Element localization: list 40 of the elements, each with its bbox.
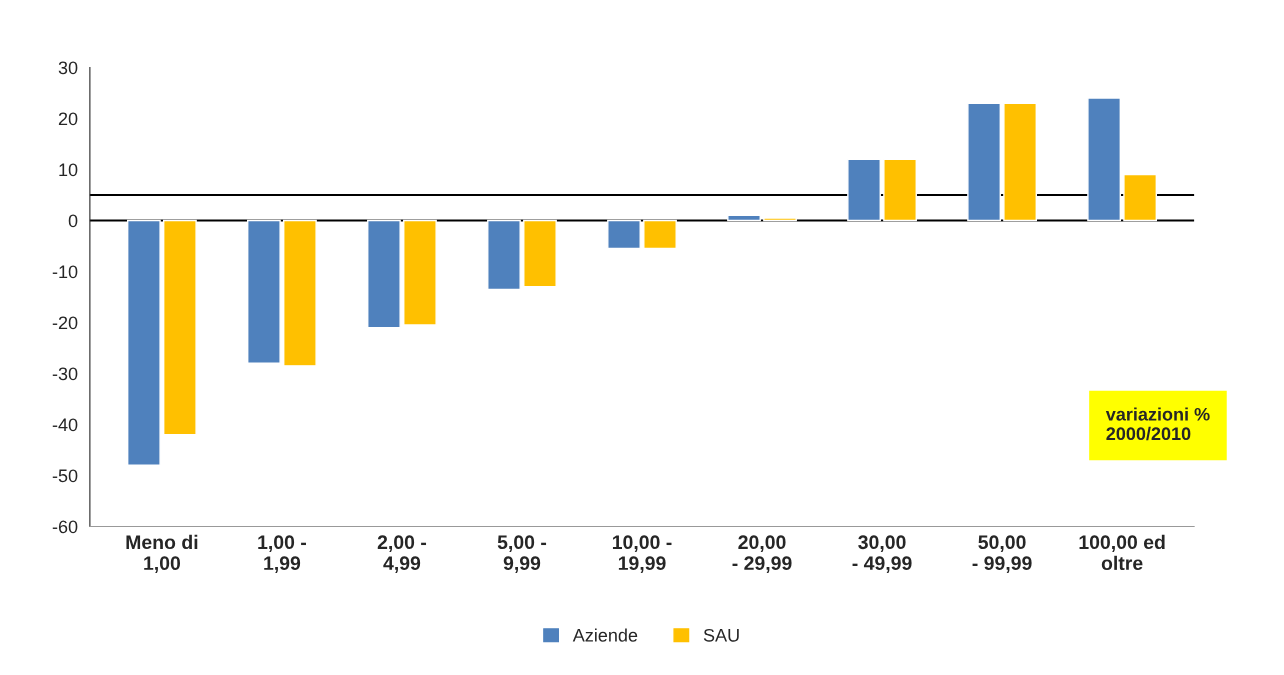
bar [1003, 102, 1037, 222]
bar [126, 219, 161, 466]
bar [763, 217, 797, 222]
x-tick-label: Meno di 1,00 [126, 534, 198, 573]
x-tick-label: 1,00 - 1,99 [258, 535, 307, 573]
x-tick-label: 30,00 - 49,99 [852, 535, 912, 573]
y-tick-label: -40 [52, 418, 78, 432]
bar [247, 219, 281, 364]
bar [727, 214, 761, 222]
bar [1087, 97, 1121, 222]
y-tick-label: 20 [58, 112, 78, 126]
x-tick-label: 2,00 - 4,99 [377, 535, 427, 573]
bar [163, 219, 197, 436]
bar [523, 219, 557, 288]
bar [403, 219, 437, 326]
bar [367, 219, 401, 329]
y-tick-label: -10 [52, 265, 78, 279]
bar [643, 219, 677, 250]
x-tick-label: 10,00 - 19,99 [612, 535, 672, 573]
y-tick-label: 0 [68, 214, 78, 228]
y-tick-label: 30 [58, 61, 78, 75]
legend-label: Aziende [572, 628, 638, 642]
x-tick-label: 50,00 - 99,99 [972, 535, 1032, 573]
bar [1123, 173, 1158, 222]
x-tick-label: 5,00 - 9,99 [497, 535, 547, 573]
annotation: variazioni % 2000/2010 [1105, 407, 1210, 441]
bar [847, 158, 881, 222]
y-tick-label: 10 [59, 163, 78, 177]
legend-label: SAU [703, 628, 739, 642]
bar [607, 219, 641, 250]
bar [967, 102, 1001, 222]
bar [283, 219, 317, 367]
x-tick-label: 100,00 ed oltre [1079, 534, 1165, 571]
y-tick-label: -20 [52, 316, 78, 330]
y-tick-label: -30 [52, 367, 78, 381]
y-tick-label: -60 [52, 520, 78, 534]
x-tick-label: 20,00 - 29,99 [732, 535, 792, 573]
y-tick-label: -50 [52, 469, 78, 483]
bar [883, 158, 917, 222]
bar [487, 219, 521, 291]
